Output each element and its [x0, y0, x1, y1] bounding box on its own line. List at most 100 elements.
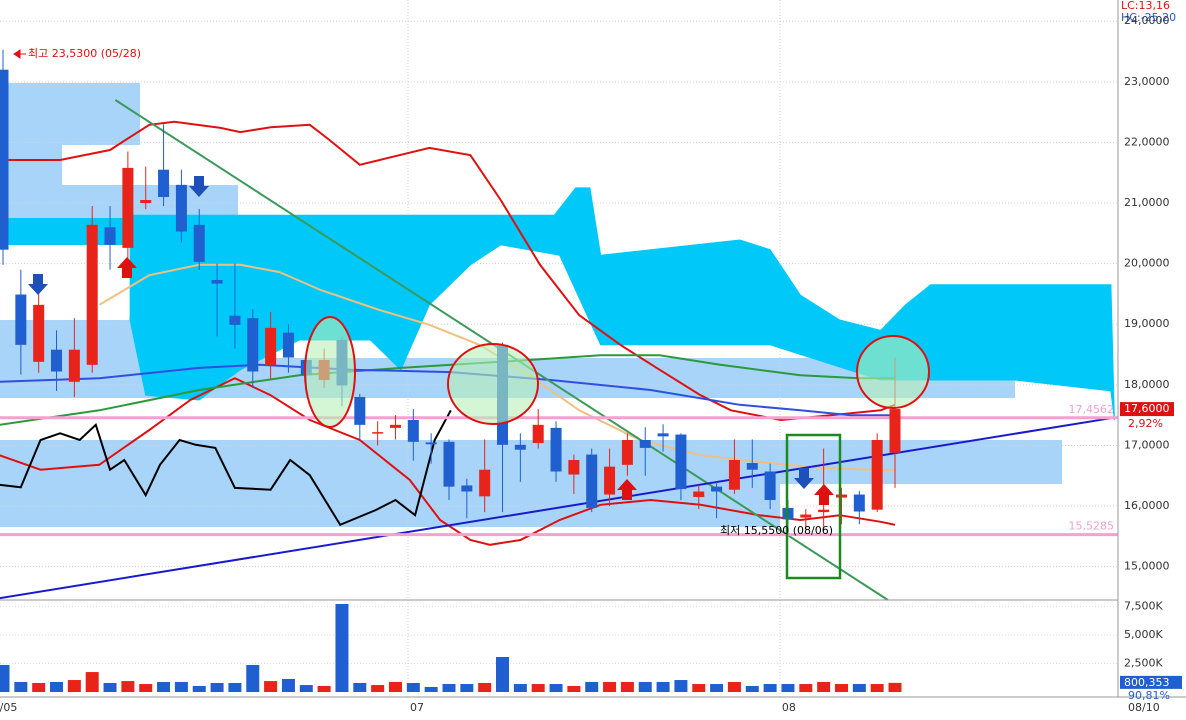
volume-bar — [0, 664, 10, 692]
hc-label: HC:-25,20 — [1121, 11, 1176, 24]
y-tick-label: 22,0000 — [1124, 135, 1170, 148]
candle-body — [621, 440, 633, 465]
candle-body — [0, 69, 9, 250]
y-tick-label: 18,0000 — [1124, 378, 1170, 391]
highlight-circle — [447, 343, 539, 425]
candle-body — [853, 494, 865, 512]
candle-body — [479, 469, 491, 497]
last-volume-label: 800,353 — [1124, 676, 1170, 689]
y-tick-label: 19,0000 — [1124, 317, 1170, 330]
volume-bar — [674, 680, 688, 692]
volume-bar — [85, 672, 99, 692]
date-label: 08/10 — [1128, 701, 1160, 714]
range-box — [0, 145, 62, 185]
indicator-line — [0, 354, 895, 426]
volume-bar — [585, 681, 599, 692]
candle-body — [247, 318, 259, 372]
indicator-line — [0, 377, 896, 546]
markers-layer: 최고 23,5300 (05/28) 최저 15,5500 (08/06) — [13, 47, 930, 580]
candle-body — [389, 424, 401, 428]
volume-bar — [834, 684, 848, 692]
candle-body — [746, 463, 758, 470]
range-box — [0, 440, 1062, 484]
volume-bar — [174, 681, 188, 692]
candle-body — [140, 200, 152, 204]
candle-body — [818, 509, 830, 513]
volume-tick-label: 7,500K — [1124, 599, 1163, 612]
buy-arrow — [117, 257, 137, 278]
volume-bar — [103, 682, 117, 692]
candle-body — [514, 444, 526, 450]
candle-body — [425, 442, 437, 445]
volume-bar — [67, 680, 81, 692]
volume-bar — [781, 684, 795, 692]
candle-body — [711, 486, 723, 492]
highlight-circle — [304, 316, 356, 428]
candle-body — [461, 485, 473, 492]
buy-arrow — [617, 479, 637, 500]
volume-bar — [228, 682, 242, 692]
candle-body — [550, 427, 562, 472]
last-price-label: 17,6000 — [1124, 402, 1170, 415]
candle-body — [122, 167, 134, 248]
volume-bar — [299, 685, 313, 692]
volume-bar — [799, 684, 813, 692]
volume-bar — [460, 684, 474, 692]
candle-body — [639, 440, 651, 448]
candle-body — [104, 227, 116, 245]
candle-body — [86, 224, 98, 365]
candle-body — [586, 454, 598, 508]
y-tick-label: 17,0000 — [1124, 438, 1170, 451]
volume-bar — [692, 684, 706, 692]
volume-bar — [763, 684, 777, 692]
sell-arrow — [794, 468, 814, 489]
candle-body — [33, 304, 45, 362]
candle-body — [211, 280, 223, 284]
volume-ratio-label: 90,81% — [1128, 689, 1170, 702]
candle-body — [175, 184, 187, 232]
volume-bar — [14, 681, 28, 692]
volume-bar — [603, 681, 617, 692]
volume-bar — [567, 685, 581, 692]
lc-label: LC:13,16 — [1121, 0, 1170, 12]
volume-bar — [424, 686, 438, 692]
cloud-edge — [129, 187, 1115, 421]
volume-bar — [210, 682, 224, 692]
candles-layer — [0, 49, 902, 692]
y-tick-label: 15,0000 — [1124, 560, 1170, 573]
y-tick-label: 24,0000 — [1124, 14, 1170, 27]
volume-bar — [388, 681, 402, 692]
candle-body — [568, 460, 580, 475]
volume-bar — [406, 682, 420, 692]
volume-bar — [513, 684, 527, 692]
volume-bar — [727, 681, 741, 692]
volume-bar — [656, 681, 670, 692]
candle-body — [354, 396, 366, 425]
y-tick-label: 20,0000 — [1124, 257, 1170, 270]
volume-bar — [264, 681, 278, 692]
candle-body — [871, 440, 883, 510]
y-tick-label: 16,0000 — [1124, 499, 1170, 512]
candle-body — [68, 349, 80, 382]
volume-bar — [888, 682, 902, 692]
volume-bar — [478, 682, 492, 692]
candle-body — [193, 224, 205, 262]
candle-body — [728, 460, 740, 490]
low-annotation: 최저 15,5500 (08/06) — [720, 524, 833, 537]
change-label: 2,92% — [1128, 417, 1163, 430]
x-tick-label: /05 — [0, 701, 17, 714]
highlight-box — [785, 433, 842, 580]
volume-tick-label: 2,500K — [1124, 656, 1163, 669]
candle-body — [693, 491, 705, 497]
volume-bar — [32, 682, 46, 692]
volume-bar — [121, 681, 135, 692]
volume-tick-label: 5,000K — [1124, 628, 1163, 641]
range-box — [0, 83, 140, 145]
candle-body — [835, 494, 847, 498]
volume-bar — [745, 685, 759, 692]
sell-arrow — [28, 274, 48, 295]
x-tick-label: 08 — [782, 701, 796, 714]
candle-body — [51, 349, 63, 372]
volume-bar — [371, 685, 385, 692]
